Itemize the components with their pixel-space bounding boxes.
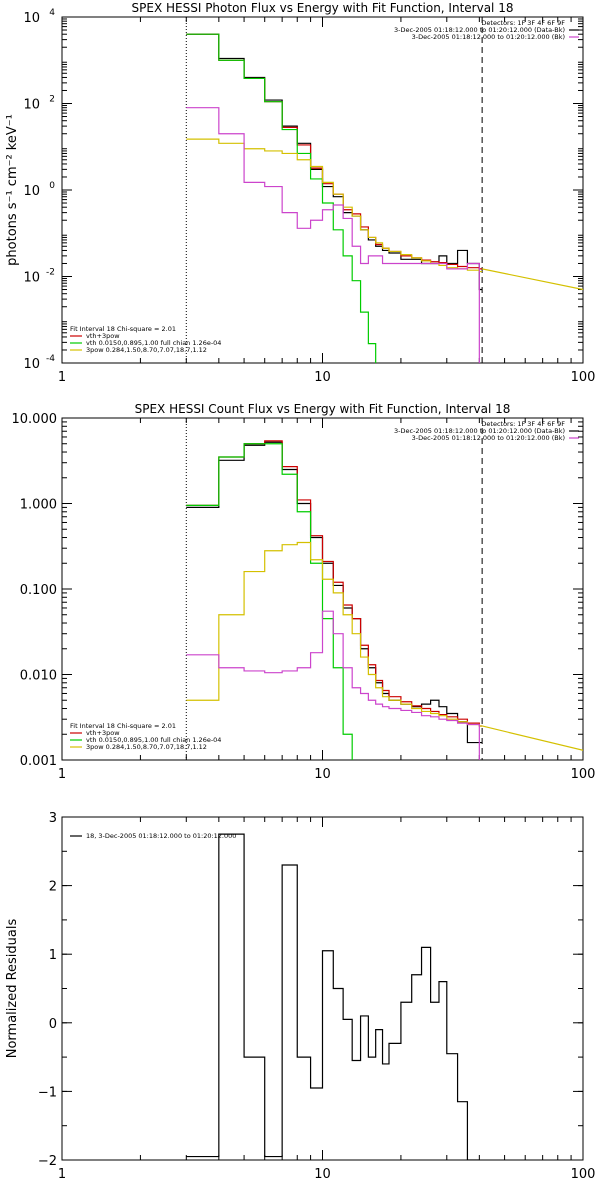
y-tick-label: 0.010 [20,669,57,684]
legend-text: 3pow 0.284,1.50,8.70,7.07,18.7,1.12 [86,743,207,751]
series-vth [186,33,377,363]
series-bk [186,610,480,760]
y-tick-exponent: 4 [49,8,55,18]
legend-text: vth 0.0150,0.895,1.00 full chian 1.26e-0… [86,736,221,744]
y-tick-label: −2 [38,1154,57,1169]
legend-text: 18, 3-Dec-2005 01:18:12.000 to 01:20:12.… [86,832,236,840]
legend-text: Fit Interval 18 Chi-square = 2.01 [70,722,176,730]
x-tick-label: 1 [58,370,66,385]
series-3pow [186,138,483,273]
series-vth [186,443,353,760]
y-tick-base: 10 [23,11,40,26]
x-tick-label: 100 [571,767,596,782]
y-tick-base: 10 [23,357,40,372]
fit-extension-line [481,725,583,751]
y-tick-label: 2 [49,880,57,895]
y-tick-exponent: 2 [49,95,55,105]
x-tick-label: 10 [314,767,331,782]
y-tick-exponent: -4 [46,354,55,364]
legend-text: vth+3pow [86,332,120,340]
y-tick-exponent: 0 [49,181,55,191]
y-tick-label: 1 [49,948,57,963]
x-tick-label: 10 [314,370,331,385]
y-axis-label: Normalized Residuals [5,919,20,1059]
y-tick-base: 10 [23,98,40,113]
y-tick-base: 10 [23,184,40,199]
y-tick-label: 1.000 [20,498,57,513]
legend-text: vth 0.0150,0.895,1.00 full chian 1.26e-0… [86,339,221,347]
series-group [186,440,583,760]
residuals-plot: 1 10 100 −2 −1 0 1 2 3 Normalized Residuals 18, 3-… [5,811,595,1182]
chart-title: SPEX HESSI Photon Flux vs Energy with Fi… [132,1,514,15]
y-tick-label: 10 [23,98,40,113]
y-tick-label: 0.001 [20,754,57,769]
header-text: Detectors: 1F 3F 4F 6F 9F [481,19,565,27]
y-tick-label: 10 [23,357,40,372]
y-tick-label: −1 [38,1085,57,1100]
x-tick-label: 100 [571,370,596,385]
count-flux-plot: SPEX HESSI Count Flux vs Energy with Fit… [12,402,596,782]
series-vth-3pow [186,33,483,270]
y-tick-label: 0.100 [20,583,57,598]
y-tick-exponent: -2 [46,268,55,278]
series-group [186,33,583,363]
y-axis-label: photons s⁻¹ cm⁻² keV⁻¹ [5,114,20,266]
fit-extension-line [482,268,583,291]
series-3pow [186,541,483,727]
series-vth-3pow [186,440,483,727]
series-bk [186,107,480,363]
y-tick-label: 0 [49,1017,57,1032]
x-tick-label: 10 [314,1167,331,1182]
y-tick-base: 10 [23,271,40,286]
header-text: 3-Dec-2005 01:18:12.000 to 01:20:12.000 … [394,26,565,34]
header-text: 3-Dec-2005 01:18:12.000 to 01:20:12.000 … [412,434,565,442]
y-tick-label: 10 [23,184,40,199]
header-text: Detectors: 1F 3F 4F 6F 9F [481,420,565,428]
legend-text: 3pow 0.284,1.50,8.70,7.07,18.7,1.12 [86,346,207,354]
legend-text: vth+3pow [86,729,120,737]
x-tick-label: 100 [571,1167,596,1182]
legend-text: Fit Interval 18 Chi-square = 2.01 [70,325,176,333]
x-tick-label: 1 [58,767,66,782]
chart-title: SPEX HESSI Count Flux vs Energy with Fit… [135,402,511,416]
x-tick-label: 1 [58,1167,66,1182]
series-data-bk [186,33,483,291]
y-tick-label: 10 [23,11,40,26]
header-text: 3-Dec-2005 01:18:12.000 to 01:20:12.000 … [394,427,565,435]
series-group [186,833,480,1160]
header-text: 3-Dec-2005 01:18:12.000 to 01:20:12.000 … [412,33,565,41]
y-tick-label: 10.000 [12,412,58,427]
photon-flux-plot: SPEX HESSI Photon Flux vs Energy with Fi… [5,1,596,385]
y-tick-label: 10 [23,271,40,286]
series-18 [186,833,480,1160]
y-tick-label: 3 [49,811,57,826]
